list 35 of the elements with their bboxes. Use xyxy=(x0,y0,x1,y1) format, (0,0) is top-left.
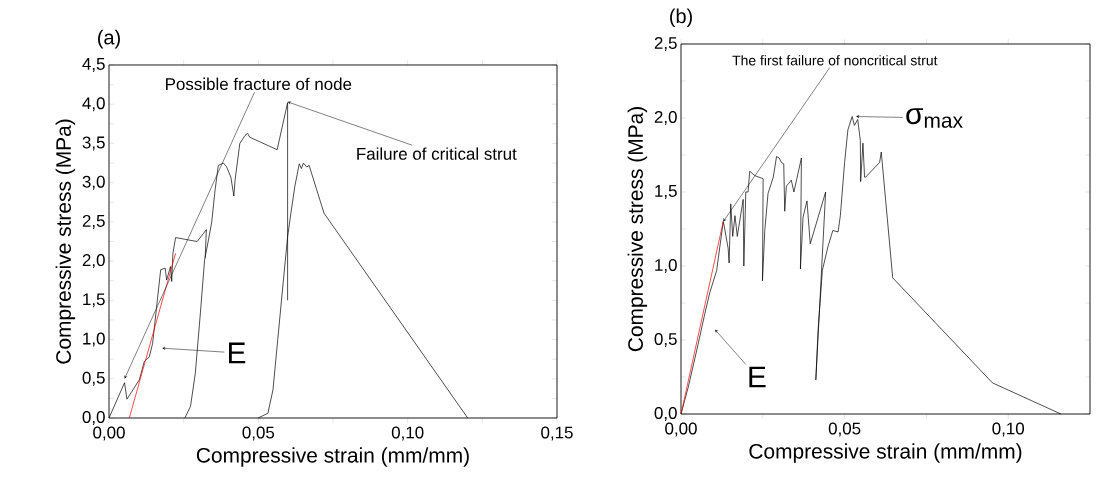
x-axis-title: Compressive strain (mm/mm) xyxy=(196,447,469,467)
chart-title: (b) xyxy=(670,8,692,28)
y-tick-label: 2,0 xyxy=(82,254,105,269)
y-axis-title: Compressive stress (MPa) xyxy=(627,107,648,352)
y-tick-label: 2,0 xyxy=(654,111,677,125)
annotation: σ$_{max}$ xyxy=(906,108,963,128)
x-axis-title: Compressive strain (mm/mm) xyxy=(749,443,1022,463)
y-tick-label: 0,5 xyxy=(654,333,677,347)
y-tick-label: 4,5 xyxy=(82,58,105,72)
chart-title: (a) xyxy=(98,29,120,49)
annotation: E xyxy=(749,366,766,388)
y-tick-label: 4,0 xyxy=(82,97,105,112)
y-tick-label: 1,5 xyxy=(83,293,105,308)
x-tick-label: 0,10 xyxy=(391,426,424,441)
x-tick-label: 0,10 xyxy=(992,422,1025,437)
y-tick-label: 1,0 xyxy=(655,259,677,273)
x-tick-label: 0,00 xyxy=(93,426,125,441)
annotation: The first failure of noncritical strut xyxy=(732,55,938,66)
x-tick-label: 0,05 xyxy=(828,422,861,437)
y-tick-label: 0,0 xyxy=(654,407,677,421)
x-tick-label: 0,00 xyxy=(665,422,697,437)
annotation: Possible fracture of node xyxy=(166,77,352,91)
y-tick-label: 2,5 xyxy=(82,214,105,229)
y-tick-label: 2,5 xyxy=(654,37,677,51)
y-tick-label: 1,5 xyxy=(655,185,677,199)
y-axis-title: Compressive stress (MPa) xyxy=(55,119,76,364)
annotation: E xyxy=(229,342,246,364)
x-tick-label: 0,15 xyxy=(541,426,573,441)
y-tick-label: 1,0 xyxy=(83,332,105,347)
y-tick-label: 3,5 xyxy=(82,136,105,151)
y-tick-label: 3,0 xyxy=(82,175,105,190)
annotation: Failure of critical strut xyxy=(357,147,517,160)
y-tick-label: 0,0 xyxy=(82,411,105,425)
y-tick-label: 0,5 xyxy=(82,371,105,386)
x-tick-label: 0,05 xyxy=(242,426,275,441)
